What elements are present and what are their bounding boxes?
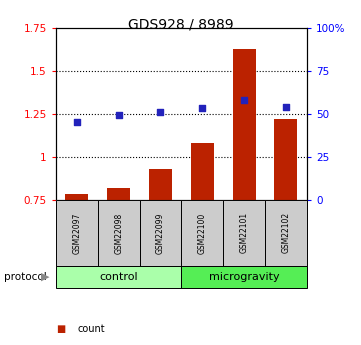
Text: microgravity: microgravity — [209, 272, 279, 282]
Bar — [98, 200, 140, 266]
Text: GSM22099: GSM22099 — [156, 212, 165, 254]
Bar — [140, 200, 181, 266]
Text: GSM22102: GSM22102 — [282, 212, 291, 254]
Text: control: control — [99, 272, 138, 282]
Bar — [65, 195, 88, 200]
Point — [241, 98, 247, 103]
Bar — [181, 200, 223, 266]
Text: ■: ■ — [56, 325, 65, 334]
Text: GSM22098: GSM22098 — [114, 212, 123, 254]
Bar — [265, 200, 307, 266]
Point — [199, 106, 205, 111]
Bar — [274, 119, 297, 200]
Point — [283, 104, 289, 109]
Text: GSM22101: GSM22101 — [240, 212, 249, 254]
Text: GSM22097: GSM22097 — [72, 212, 81, 254]
Point — [158, 109, 164, 115]
Point — [116, 112, 122, 117]
Bar — [181, 266, 307, 288]
Text: ▶: ▶ — [41, 272, 49, 282]
Point — [74, 119, 80, 124]
Text: GDS928 / 8989: GDS928 / 8989 — [128, 17, 233, 31]
Bar — [107, 188, 130, 200]
Bar — [232, 49, 256, 200]
Bar — [223, 200, 265, 266]
Bar — [56, 266, 181, 288]
Text: GSM22100: GSM22100 — [198, 212, 207, 254]
Bar — [56, 200, 98, 266]
Bar — [191, 143, 214, 200]
Text: count: count — [78, 325, 105, 334]
Bar — [149, 169, 172, 200]
Text: protocol: protocol — [4, 272, 46, 282]
